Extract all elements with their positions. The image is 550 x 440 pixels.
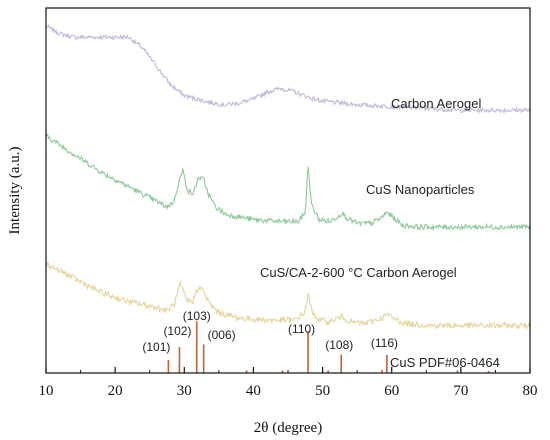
series-name-label: CuS/CA-2-600 °C Carbon Aerogel xyxy=(260,265,457,280)
hkl-label: (103) xyxy=(183,309,211,323)
axes: 10 20 30 40 50 60 70 80 2θ (degree) Intensity (a.… xyxy=(7,7,538,436)
series-name-label: CuS Nanoparticles xyxy=(366,182,475,197)
series-name-label: Carbon Aerogel xyxy=(391,96,481,111)
reference-peaks: (101) (102)(103) (006) (110) (108) (116) xyxy=(142,309,490,373)
x-tick-label: 20 xyxy=(108,383,123,399)
x-tick-label: 60 xyxy=(384,383,399,399)
x-tick-label: 80 xyxy=(523,383,538,399)
hkl-label: (110) xyxy=(288,322,315,336)
hkl-label: (116) xyxy=(371,336,398,350)
x-axis-title: 2θ (degree) xyxy=(254,420,322,436)
x-tick-label: 30 xyxy=(177,383,192,399)
hkl-label: (006) xyxy=(208,328,236,342)
x-tick-label: 10 xyxy=(39,383,54,399)
series-line-1 xyxy=(45,24,531,114)
series-layer xyxy=(45,24,531,330)
reference-name-label: CuS PDF#06-0464 xyxy=(390,355,500,370)
x-tick-label: 70 xyxy=(453,383,468,399)
series-line-3 xyxy=(45,261,531,330)
series-labels: Carbon Aerogel CuS Nanoparticles CuS/CA-2-… xyxy=(260,96,500,370)
y-axis-title: Intensity (a.u.) xyxy=(7,147,23,235)
x-tick-label: 40 xyxy=(246,383,261,399)
x-tick-label: 50 xyxy=(315,383,330,399)
hkl-label: (108) xyxy=(325,338,353,352)
hkl-label: (101) xyxy=(142,340,170,354)
series-line-2 xyxy=(45,133,531,232)
hkl-label: (102) xyxy=(163,324,191,338)
